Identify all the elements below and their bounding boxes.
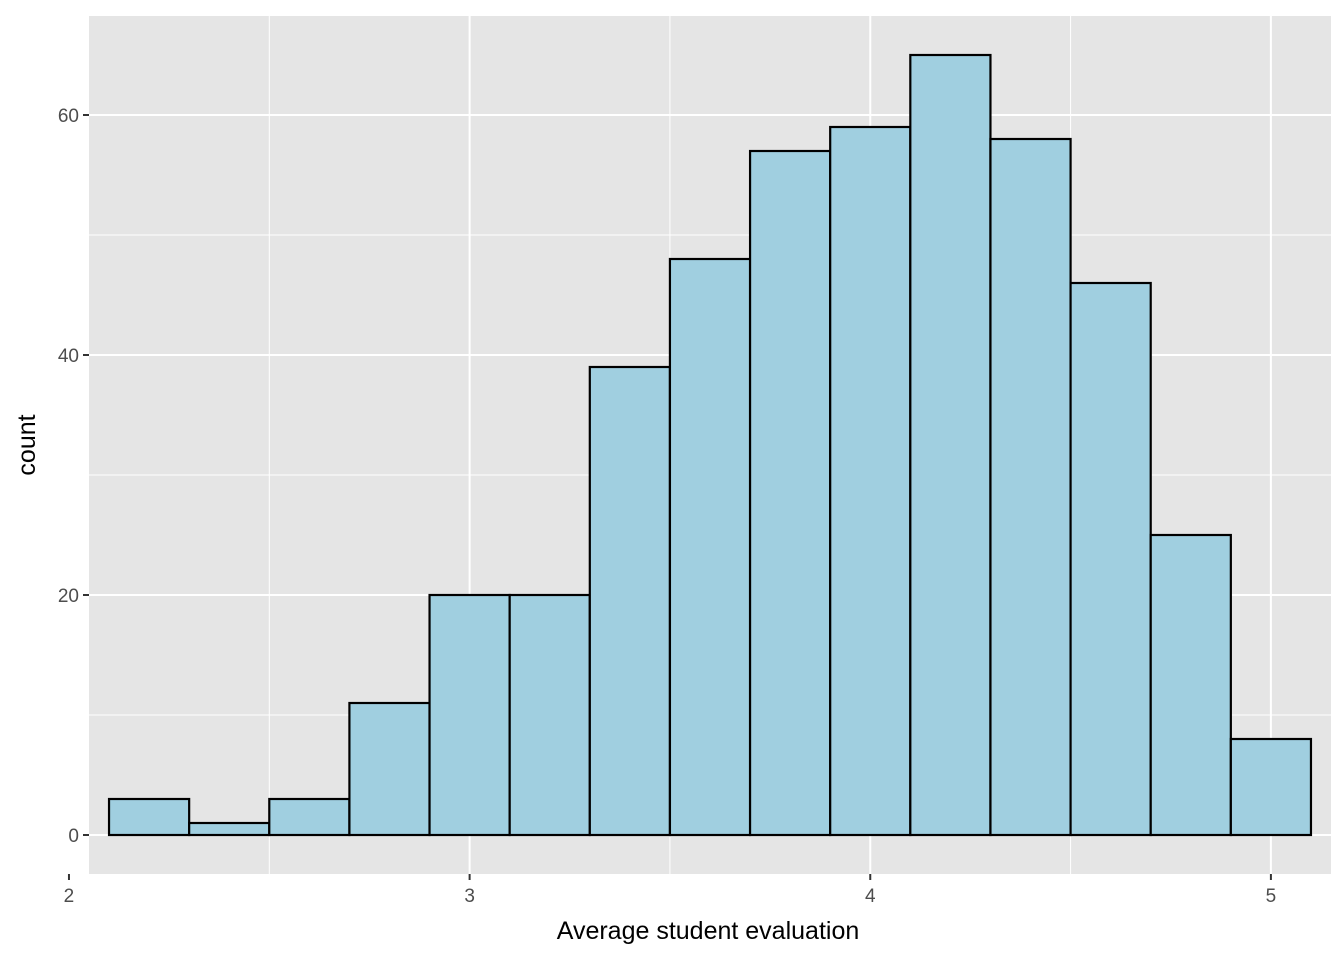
y-tick-label: 20	[58, 586, 79, 607]
histogram-bar-1	[188, 821, 271, 837]
histogram-bar-4	[428, 593, 511, 837]
y-tick-label: 60	[58, 106, 79, 127]
histogram-bar-5	[508, 593, 591, 837]
x-tick-label: 3	[464, 886, 475, 907]
y-axis: 0 20 40 60	[58, 106, 89, 847]
x-axis: 2 3 4 5	[64, 874, 1277, 907]
x-axis-title: Average student evaluation	[557, 917, 860, 945]
histogram-bar-2	[268, 797, 351, 837]
histogram-bar-11	[989, 137, 1072, 837]
histogram-bar-13	[1149, 533, 1232, 837]
histogram-bar-12	[1069, 281, 1152, 837]
histogram-bar-9	[829, 125, 912, 837]
histogram-bar-14	[1229, 737, 1313, 837]
histogram-bar-7	[668, 257, 752, 837]
x-tick-label: 4	[865, 886, 876, 907]
histogram-bar-8	[748, 149, 832, 837]
histogram-bar-10	[909, 53, 992, 837]
y-axis-title: count	[13, 414, 41, 475]
y-tick-label: 0	[68, 826, 79, 847]
y-tick-label: 40	[58, 346, 79, 367]
histogram-bar-3	[348, 701, 431, 837]
histogram-bar-0	[107, 797, 191, 837]
x-tick-label: 2	[64, 886, 75, 907]
histogram-bars	[107, 53, 1313, 837]
x-tick-label: 5	[1266, 886, 1277, 907]
histogram-bar-6	[588, 365, 672, 837]
